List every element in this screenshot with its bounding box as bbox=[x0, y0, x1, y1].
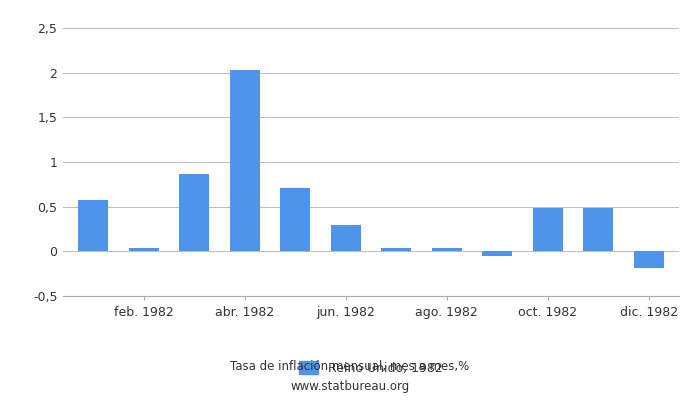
Bar bbox=[179, 174, 209, 251]
Bar bbox=[533, 208, 563, 251]
Bar bbox=[330, 226, 361, 251]
Bar bbox=[432, 248, 462, 251]
Bar bbox=[230, 70, 260, 251]
Text: Tasa de inflación mensual, mes a mes,%: Tasa de inflación mensual, mes a mes,% bbox=[230, 360, 470, 373]
Text: www.statbureau.org: www.statbureau.org bbox=[290, 380, 410, 393]
Bar bbox=[381, 248, 412, 251]
Bar bbox=[634, 251, 664, 268]
Bar bbox=[583, 208, 613, 251]
Bar bbox=[482, 251, 512, 256]
Bar bbox=[78, 200, 108, 251]
Bar bbox=[129, 248, 159, 251]
Legend: Reino Unido, 1982: Reino Unido, 1982 bbox=[300, 361, 442, 375]
Bar bbox=[280, 188, 310, 251]
